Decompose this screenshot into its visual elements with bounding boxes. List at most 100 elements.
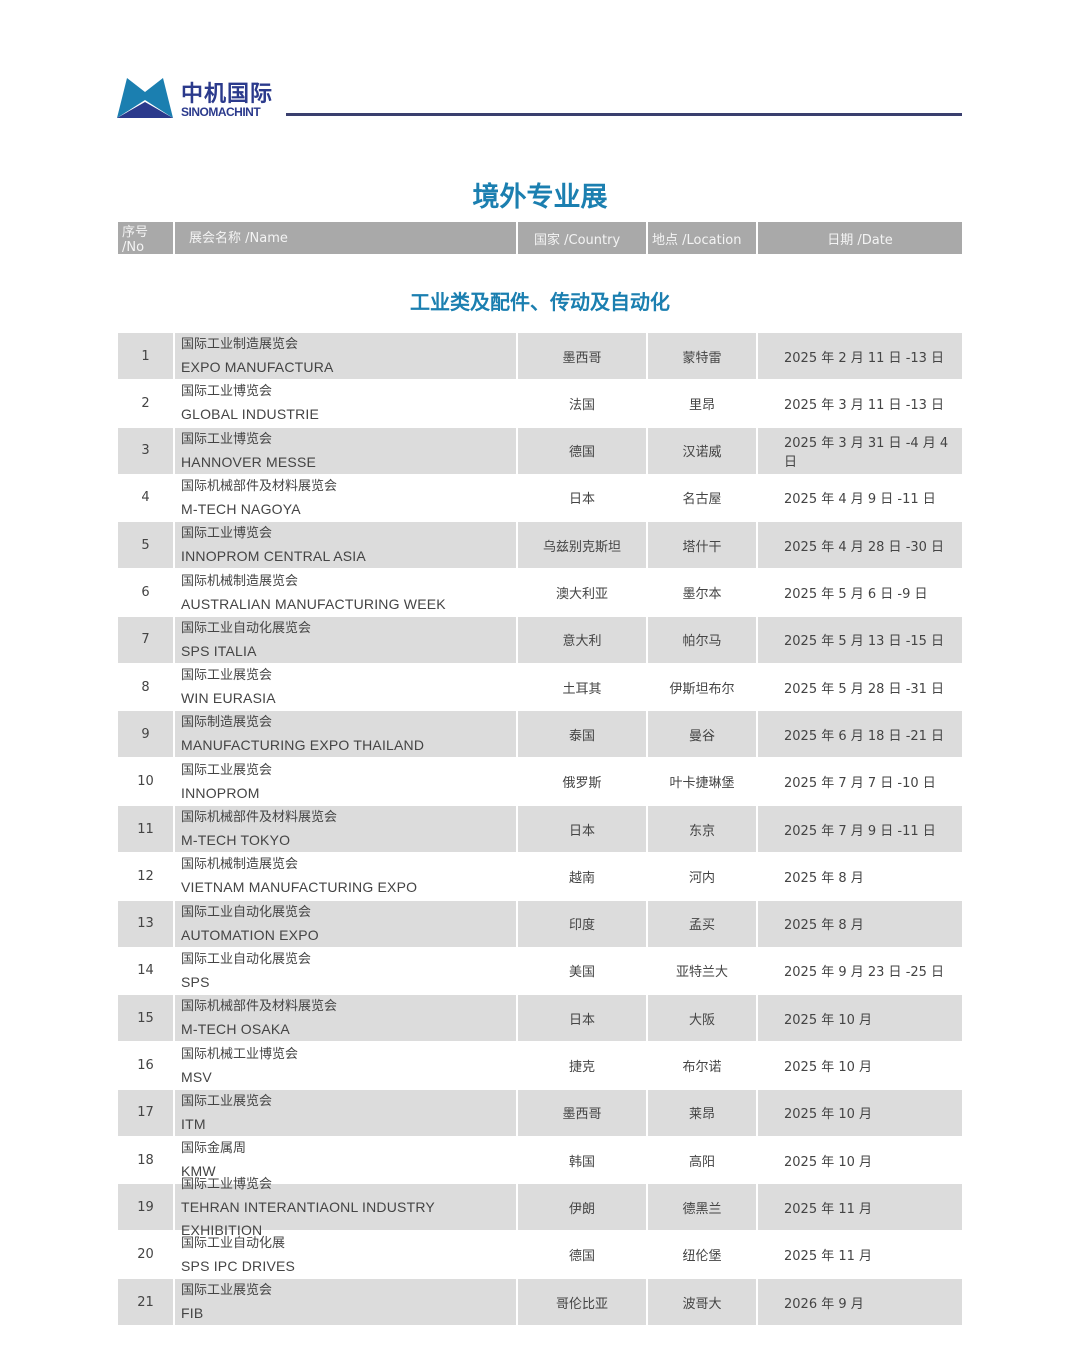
table-row: 2 国际工业博览会 GLOBAL INDUSTRIE 法国 里昂 2025 年 3…: [118, 380, 962, 427]
row-country: 伊朗: [518, 1184, 648, 1231]
row-date: 2025 年 2 月 11 日 -13 日: [784, 350, 945, 366]
header-rule: [286, 113, 962, 116]
row-date: 2025 年 11 月: [784, 1249, 873, 1265]
row-no: 6: [118, 569, 175, 616]
row-location: 莱昂: [648, 1089, 758, 1136]
row-country: 澳大利亚: [518, 569, 648, 616]
row-country: 泰国: [518, 711, 648, 758]
row-no: 20: [118, 1231, 175, 1278]
row-no: 14: [118, 947, 175, 994]
row-location: 蒙特雷: [648, 333, 758, 379]
row-no: 11: [118, 806, 175, 852]
row-name: 国际机械工业博览会 MSV: [175, 1042, 518, 1089]
row-name-en: AUSTRALIAN MANUFACTURING WEEK: [181, 595, 446, 612]
row-name-cn: 国际机械制造展览会: [181, 857, 299, 873]
table-row: 17 国际工业展览会 ITM 墨西哥 莱昂 2025 年 10 月: [118, 1089, 962, 1136]
row-date: 2025 年 8 月: [784, 870, 864, 886]
row-name: 国际工业展览会 INNOPROM: [175, 758, 518, 805]
row-date: 2025 年 3 月 31 日 -4 月 4 日: [784, 435, 949, 470]
row-name-cn: 国际机械工业博览会: [181, 1046, 299, 1062]
row-no: 15: [118, 995, 175, 1042]
header-date: 日期 /Date: [827, 232, 893, 248]
row-no: 17: [118, 1089, 175, 1136]
row-date: 2025 年 11 月: [784, 1201, 873, 1217]
table-row: 20 国际工业自动化展 SPS IPC DRIVES 德国 纽伦堡 2025 年 …: [118, 1231, 962, 1278]
row-no: 21: [118, 1279, 175, 1325]
header-no: 序号 /No: [118, 222, 175, 255]
row-country: 墨西哥: [518, 333, 648, 379]
row-name-en: TEHRAN INTERANTIAONL INDUSTRY EXHIBITION: [181, 1198, 435, 1238]
row-country: 土耳其: [518, 664, 648, 711]
row-name-cn: 国际机械部件及材料展览会: [181, 478, 338, 494]
row-no: 16: [118, 1042, 175, 1089]
row-name-cn: 国际机械制造展览会: [181, 573, 299, 589]
row-country: 德国: [518, 427, 648, 474]
header-location: 地点 /Location: [648, 222, 758, 254]
row-date: 2025 年 10 月: [784, 1012, 873, 1028]
row-name-cn: 国际金属周: [181, 1141, 247, 1157]
table-header: 序号 /No 展会名称 /Name 国家 /Country 地点 /Locati…: [118, 222, 962, 255]
row-date: 2025 年 5 月 28 日 -31 日: [784, 681, 945, 697]
table-row: 5 国际工业博览会 INNOPROM CENTRAL ASIA 乌兹别克斯坦 塔什…: [118, 522, 962, 569]
row-country: 美国: [518, 947, 648, 994]
row-location: 墨尔本: [648, 569, 758, 616]
row-location: 汉诺威: [648, 427, 758, 474]
row-name-cn: 国际工业博览会: [181, 526, 273, 542]
header-country: 国家 /Country: [518, 222, 648, 254]
row-date: 2025 年 5 月 6 日 -9 日: [784, 587, 928, 602]
row-location: 曼谷: [648, 711, 758, 758]
row-country: 日本: [518, 806, 648, 852]
row-location: 河内: [648, 853, 758, 900]
row-country: 墨西哥: [518, 1089, 648, 1136]
row-country: 日本: [518, 474, 648, 521]
row-name: 国际机械部件及材料展览会 M-TECH TOKYO: [175, 806, 518, 852]
row-name-en: INNOPROM: [181, 784, 260, 801]
table-row: 19 国际工业博览会 TEHRAN INTERANTIAONL INDUSTRY …: [118, 1177, 962, 1238]
table-row: 3 国际工业博览会 HANNOVER MESSE 德国 汉诺威 2025 年 3 …: [118, 427, 962, 474]
logo-mark-icon: [117, 78, 173, 118]
table-row: 7 国际工业自动化展览会 SPS ITALIA 意大利 帕尔马 2025 年 5 …: [118, 616, 962, 663]
table-row: 9 国际制造展览会 MANUFACTURING EXPO THAILAND 泰国 …: [118, 711, 962, 758]
table-row: 16 国际机械工业博览会 MSV 捷克 布尔诺 2025 年 10 月: [118, 1042, 962, 1089]
row-country: 乌兹别克斯坦: [518, 522, 648, 569]
row-date: 2026 年 9 月: [784, 1296, 864, 1312]
row-location: 名古屋: [648, 474, 758, 521]
row-location: 叶卡捷琳堡: [648, 758, 758, 805]
table-row: 6 国际机械制造展览会 AUSTRALIAN MANUFACTURING WEEK…: [118, 569, 962, 616]
row-name: 国际工业自动化展览会 SPS: [175, 947, 518, 994]
table-row: 14 国际工业自动化展览会 SPS 美国 亚特兰大 2025 年 9 月 23 日…: [118, 947, 962, 994]
row-country: 韩国: [518, 1137, 648, 1184]
row-no: 7: [118, 616, 175, 663]
row-no: 19: [118, 1184, 175, 1231]
row-no: 4: [118, 474, 175, 521]
header-name: 展会名称 /Name: [175, 222, 518, 254]
row-name-en: WIN EURASIA: [181, 690, 276, 707]
row-location: 伊斯坦布尔: [648, 664, 758, 711]
row-no: 2: [118, 380, 175, 427]
row-name: 国际工业博览会 TEHRAN INTERANTIAONL INDUSTRY EXH…: [175, 1177, 518, 1238]
row-date: 2025 年 4 月 28 日 -30 日: [784, 539, 945, 555]
row-name-en: MANUFACTURING EXPO THAILAND: [181, 737, 425, 754]
table-row: 10 国际工业展览会 INNOPROM 俄罗斯 叶卡捷琳堡 2025 年 7 月 …: [118, 758, 962, 805]
row-country: 捷克: [518, 1042, 648, 1089]
row-country: 哥伦比亚: [518, 1279, 648, 1325]
row-location: 大阪: [648, 995, 758, 1042]
row-date: 2025 年 10 月: [784, 1060, 873, 1075]
row-name-cn: 国际工业展览会: [181, 1283, 273, 1298]
row-name-en: M-TECH TOKYO: [181, 832, 291, 848]
row-country: 印度: [518, 900, 648, 947]
row-name-cn: 国际机械部件及材料展览会: [181, 810, 338, 825]
row-no: 12: [118, 853, 175, 900]
row-name-en: AUTOMATION EXPO: [181, 926, 319, 943]
row-location: 孟买: [648, 900, 758, 947]
row-name-cn: 国际工业展览会: [181, 1093, 273, 1109]
row-name-cn: 国际制造展览会: [181, 715, 273, 731]
row-no: 9: [118, 711, 175, 758]
row-name: 国际机械部件及材料展览会 M-TECH NAGOYA: [175, 474, 518, 521]
row-name: 国际工业展览会 ITM: [175, 1089, 518, 1136]
row-name-en: EXPO MANUFACTURA: [181, 359, 334, 375]
row-name-cn: 国际工业博览会: [181, 1176, 273, 1192]
section-title: 工业类及配件、传动及自动化: [410, 290, 670, 314]
row-country: 俄罗斯: [518, 758, 648, 805]
row-location: 亚特兰大: [648, 947, 758, 994]
